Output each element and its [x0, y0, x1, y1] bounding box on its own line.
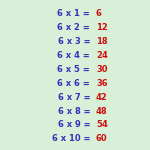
Text: 6 x 10 =: 6 x 10 =	[52, 134, 93, 143]
Text: 6 x 1 =: 6 x 1 =	[57, 9, 93, 18]
Text: 6 x 9 =: 6 x 9 =	[57, 120, 93, 129]
Text: 6 x 6 =: 6 x 6 =	[57, 79, 93, 88]
Text: 30: 30	[96, 65, 108, 74]
Text: 18: 18	[96, 37, 108, 46]
Text: 42: 42	[96, 93, 108, 102]
Text: 54: 54	[96, 120, 108, 129]
Text: 36: 36	[96, 79, 108, 88]
Text: 6 x 4 =: 6 x 4 =	[57, 51, 93, 60]
Text: 48: 48	[96, 106, 108, 116]
Text: 6 x 3 =: 6 x 3 =	[57, 37, 93, 46]
Text: 6 x 7 =: 6 x 7 =	[57, 93, 93, 102]
Text: 6: 6	[96, 9, 102, 18]
Text: 12: 12	[96, 23, 108, 32]
Text: 24: 24	[96, 51, 108, 60]
Text: 6 x 5 =: 6 x 5 =	[57, 65, 93, 74]
Text: 6 x 2 =: 6 x 2 =	[57, 23, 93, 32]
Text: 60: 60	[96, 134, 108, 143]
Text: 6 x 8 =: 6 x 8 =	[57, 106, 93, 116]
